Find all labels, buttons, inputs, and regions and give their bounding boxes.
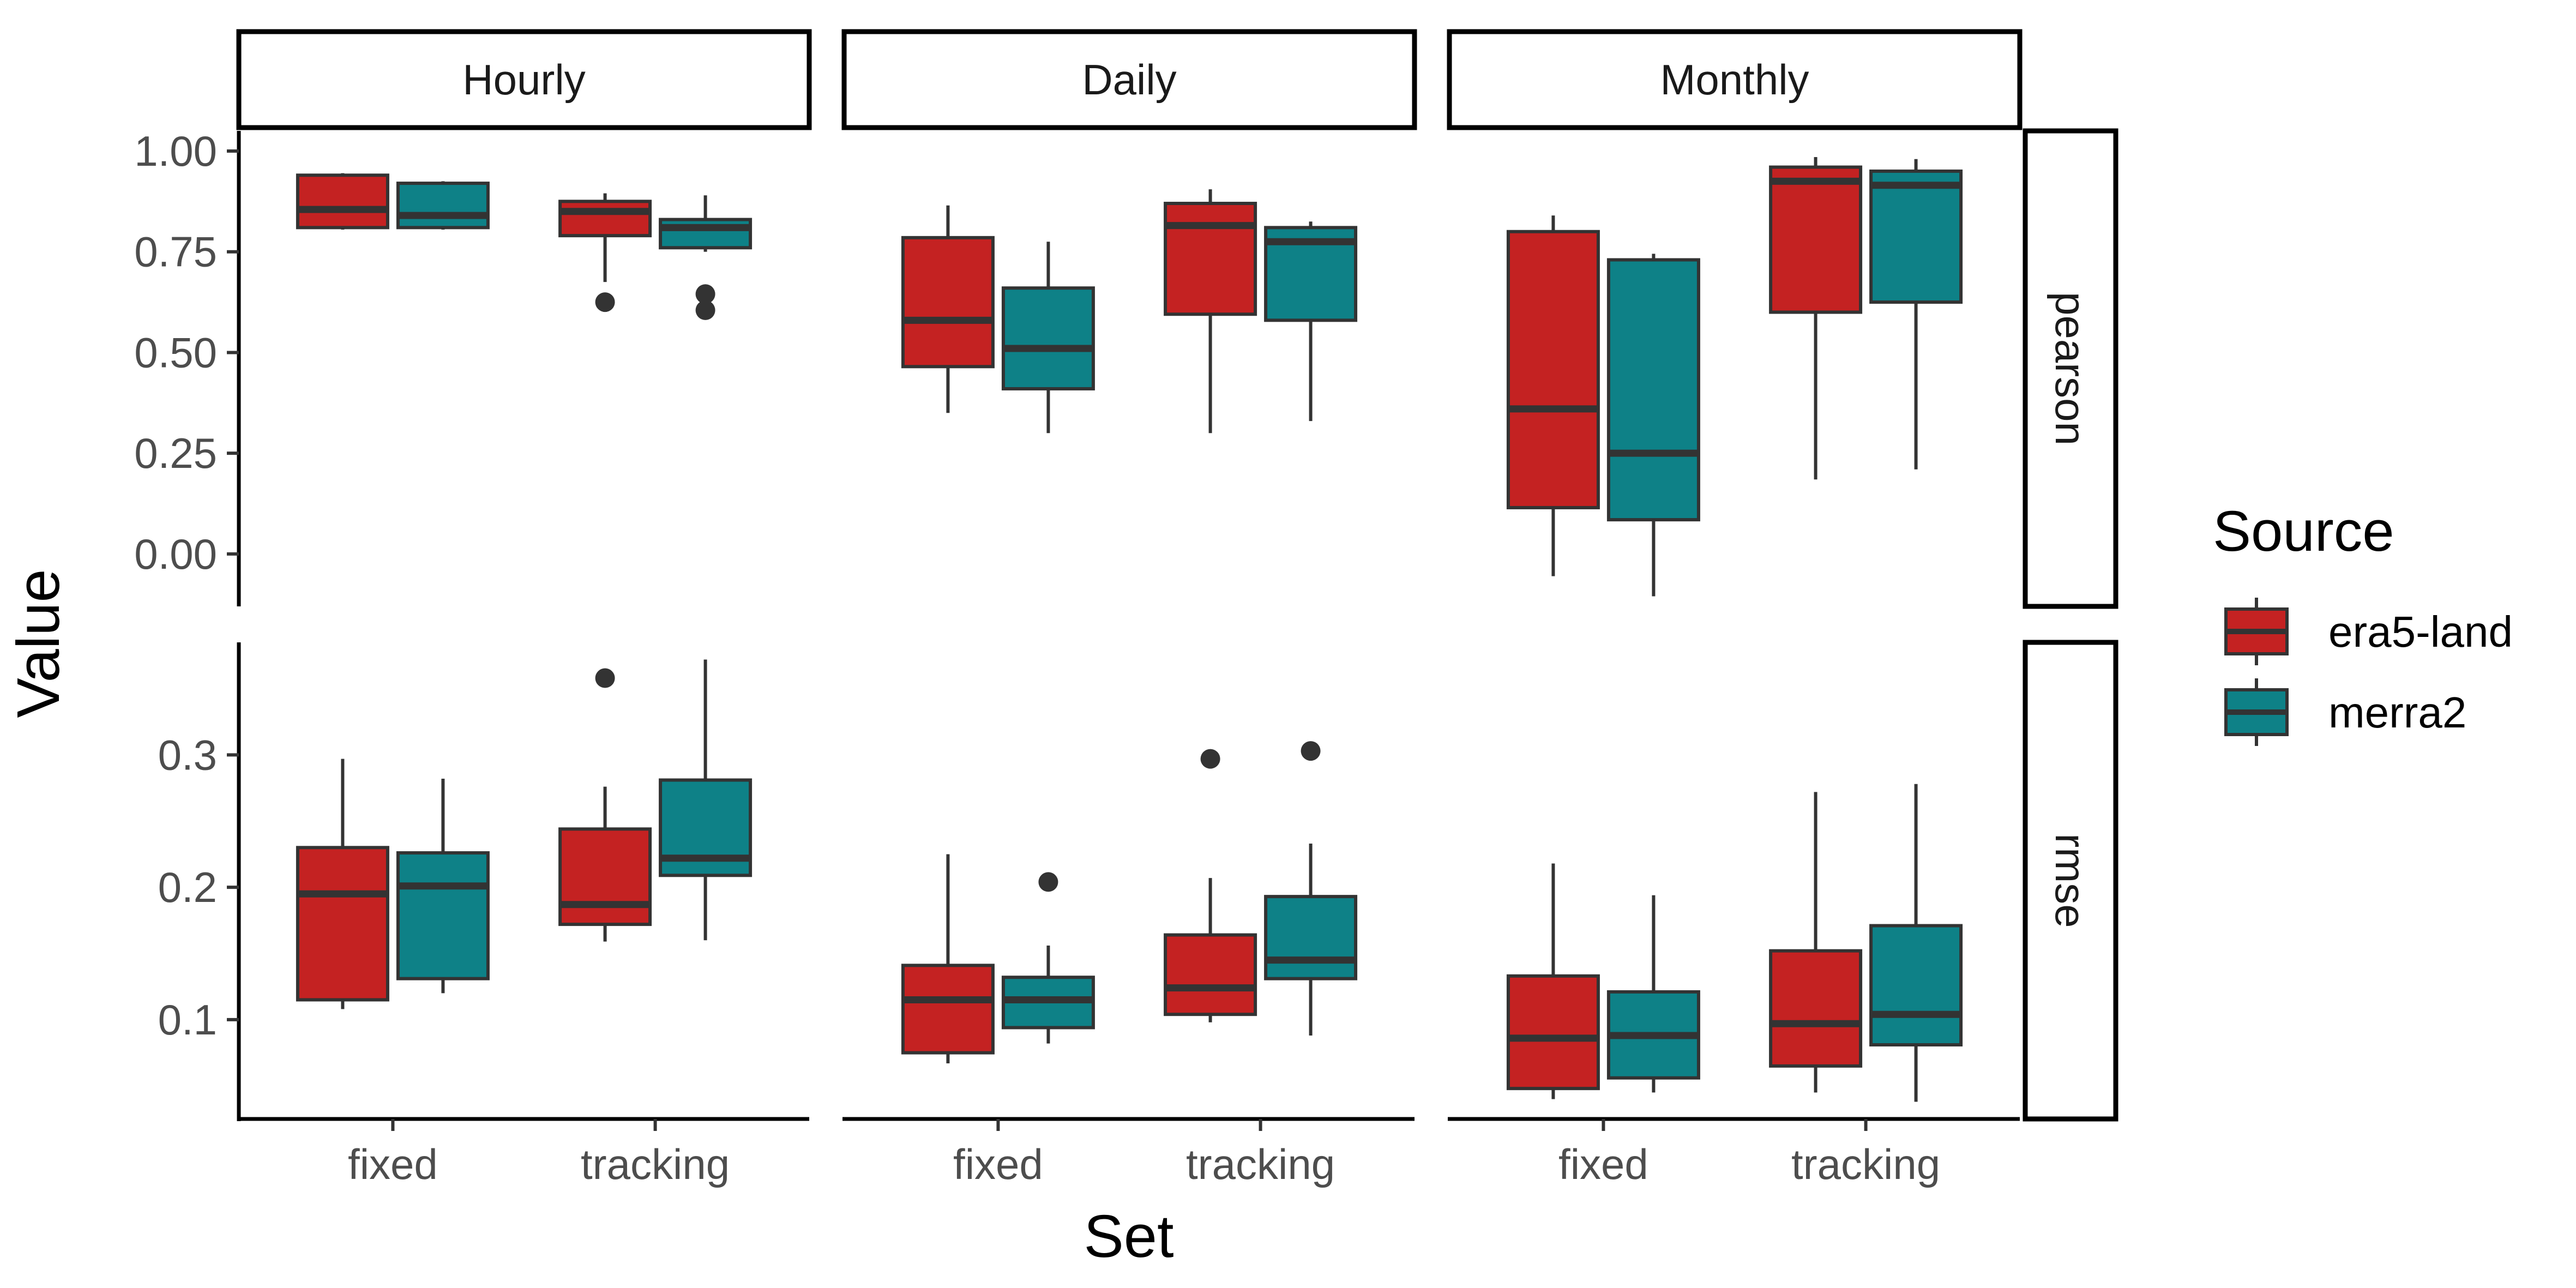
strip-label-daily: Daily	[1082, 56, 1176, 104]
outlier-rmse-daily-tracking-merra2-0	[1301, 741, 1321, 761]
strip-hourly	[236, 29, 812, 130]
y-tick-label-pearson-2: 0.50	[134, 328, 217, 376]
y-axis-title: Value	[5, 569, 72, 718]
box-body-pearson-monthly-tracking-merra2	[1869, 169, 1963, 304]
strip-label-pearson: pearson	[2047, 292, 2094, 446]
strip-monthly	[1447, 29, 2023, 130]
box-rmse-hourly-fixed-era5	[296, 759, 389, 1009]
outlier-rmse-daily-tracking-era5-0	[1200, 749, 1220, 769]
box-body-pearson-hourly-tracking-merra2	[659, 218, 753, 250]
strip-label-hourly: Hourly	[462, 56, 585, 104]
box-body-pearson-daily-fixed-merra2	[1001, 286, 1095, 390]
box-body-rmse-hourly-tracking-era5	[558, 827, 652, 926]
box-rmse-hourly-tracking-era5	[558, 668, 652, 942]
box-body-rmse-monthly-tracking-merra2	[1869, 924, 1963, 1047]
y-tick-label-rmse-2: 0.3	[158, 731, 217, 779]
outlier-rmse-daily-fixed-merra2-0	[1038, 872, 1058, 892]
strip-pearson	[2023, 128, 2118, 609]
box-body-rmse-hourly-fixed-merra2	[396, 851, 490, 980]
legend: Source era5-land merra2	[2213, 499, 2513, 746]
box-body-pearson-hourly-tracking-era5	[558, 200, 652, 238]
box-pearson-monthly-tracking-era5	[1769, 157, 1863, 480]
y-tick-label-pearson-0: 0.00	[134, 530, 217, 578]
legend-title: Source	[2213, 499, 2394, 563]
box-body-pearson-hourly-fixed-merra2	[396, 182, 490, 230]
x-tick-label-daily-fixed: fixed	[953, 1140, 1043, 1188]
box-rmse-hourly-fixed-merra2	[396, 779, 490, 994]
box-pearson-hourly-tracking-merra2	[659, 195, 753, 320]
outlier-pearson-hourly-tracking-merra2-1	[695, 300, 715, 320]
x-tick-label-monthly-tracking: tracking	[1791, 1140, 1940, 1188]
strip-rmse	[2023, 640, 2118, 1122]
legend-key-merra2	[2224, 678, 2289, 746]
box-pearson-monthly-fixed-era5	[1506, 215, 1600, 576]
box-body-rmse-daily-tracking-merra2	[1264, 895, 1358, 980]
box-rmse-daily-fixed-merra2	[1001, 872, 1095, 1044]
box-pearson-monthly-tracking-merra2	[1869, 159, 1963, 470]
y-tick-label-pearson-4: 1.00	[134, 127, 217, 175]
box-body-pearson-monthly-tracking-era5	[1769, 165, 1863, 314]
y-tick-label-pearson-1: 0.25	[134, 429, 217, 477]
legend-key-era5-land	[2224, 598, 2289, 665]
box-pearson-daily-tracking-era5	[1164, 189, 1257, 434]
outlier-pearson-hourly-tracking-era5-0	[595, 292, 615, 312]
box-rmse-monthly-fixed-era5	[1506, 863, 1600, 1099]
box-pearson-hourly-tracking-era5	[558, 193, 652, 312]
box-rmse-monthly-tracking-merra2	[1869, 784, 1963, 1102]
outlier-rmse-hourly-tracking-era5-0	[595, 668, 615, 688]
box-pearson-daily-tracking-merra2	[1264, 221, 1358, 422]
legend-label-merra2: merra2	[2328, 688, 2466, 737]
box-rmse-monthly-fixed-merra2	[1606, 895, 1700, 1093]
strip-daily	[841, 29, 1417, 130]
box-body-pearson-daily-fixed-era5	[901, 236, 995, 369]
x-tick-label-monthly-fixed: fixed	[1558, 1140, 1648, 1188]
box-body-rmse-monthly-fixed-era5	[1506, 974, 1600, 1091]
strip-label-monthly: Monthly	[1660, 56, 1809, 104]
box-body-rmse-daily-tracking-era5	[1164, 933, 1257, 1016]
box-rmse-hourly-tracking-merra2	[659, 659, 753, 941]
x-tick-label-hourly-fixed: fixed	[348, 1140, 438, 1188]
panels	[296, 157, 1963, 1102]
x-tick-label-daily-tracking: tracking	[1186, 1140, 1335, 1188]
box-rmse-daily-tracking-era5	[1164, 749, 1257, 1022]
box-rmse-monthly-tracking-era5	[1769, 792, 1863, 1093]
legend-label-era5-land: era5-land	[2328, 607, 2513, 656]
box-body-pearson-monthly-fixed-merra2	[1606, 258, 1700, 522]
box-pearson-monthly-fixed-merra2	[1606, 254, 1700, 597]
box-pearson-hourly-fixed-merra2	[396, 181, 490, 230]
y-tick-label-pearson-3: 0.75	[134, 228, 217, 276]
box-body-pearson-daily-tracking-era5	[1164, 202, 1257, 316]
box-body-pearson-hourly-fixed-era5	[296, 173, 389, 230]
box-body-rmse-hourly-fixed-era5	[296, 846, 389, 1002]
box-pearson-daily-fixed-merra2	[1001, 242, 1095, 434]
column-strips: Hourly Daily Monthly	[236, 29, 2023, 130]
y-tick-label-rmse-1: 0.2	[158, 863, 217, 911]
x-axis-title: Set	[1084, 1203, 1173, 1270]
y-tick-label-rmse-0: 0.1	[158, 996, 217, 1044]
box-body-pearson-monthly-fixed-era5	[1506, 230, 1600, 509]
box-pearson-daily-fixed-era5	[901, 205, 995, 413]
box-body-rmse-monthly-tracking-era5	[1769, 949, 1863, 1068]
box-body-rmse-daily-fixed-era5	[901, 964, 995, 1055]
axes: 0.00 0.25 0.50 0.75 1.00 0.1 0.2 0.3 fixed tracki…	[134, 127, 2020, 1188]
box-pearson-hourly-fixed-era5	[296, 173, 389, 230]
strip-label-rmse: rmse	[2047, 833, 2094, 928]
box-rmse-daily-tracking-merra2	[1264, 741, 1358, 1036]
outlier-pearson-hourly-tracking-merra2-0	[695, 284, 715, 304]
row-strips: pearson rmse	[2023, 128, 2118, 1122]
x-tick-label-hourly-tracking: tracking	[581, 1140, 730, 1188]
box-rmse-daily-fixed-era5	[901, 854, 995, 1064]
